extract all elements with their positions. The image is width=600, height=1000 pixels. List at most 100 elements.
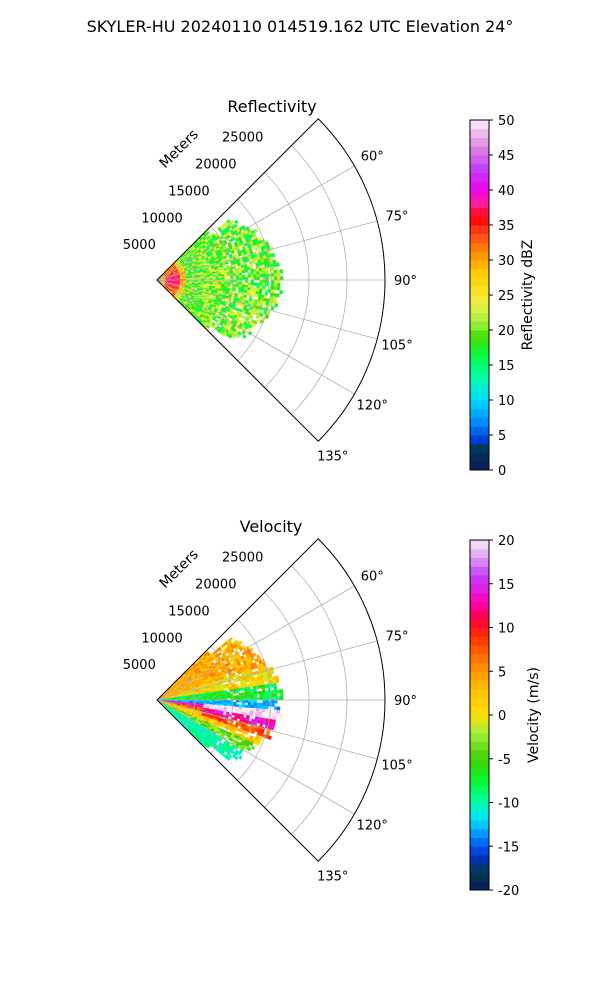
reflectivity-gate bbox=[277, 276, 281, 281]
reflectivity-gate bbox=[265, 282, 269, 287]
reflectivity-gate bbox=[233, 275, 237, 279]
velocity-colorbar-band bbox=[470, 758, 489, 768]
reflectivity-gate bbox=[262, 279, 266, 284]
velocity-panel: 60° 75° 90° 105° 120° 135° 5000 10000 15000 2000… bbox=[123, 517, 542, 899]
velocity-gate bbox=[253, 699, 258, 704]
velocity-colorbar-band bbox=[470, 540, 489, 550]
velocity-angle-tick-label: 135° bbox=[317, 870, 348, 885]
velocity-gate bbox=[256, 696, 260, 701]
velocity-gate bbox=[241, 692, 246, 696]
reflectivity-gate bbox=[270, 269, 275, 274]
velocity-gate bbox=[247, 702, 252, 706]
velocity-gate bbox=[224, 695, 228, 699]
reflectivity-gate bbox=[244, 289, 248, 293]
reflectivity-gate bbox=[274, 273, 278, 277]
reflectivity-gate bbox=[250, 268, 254, 273]
velocity-gate bbox=[278, 713, 283, 718]
velocity-gate bbox=[274, 693, 278, 697]
reflectivity-gate bbox=[250, 274, 255, 278]
velocity-gate bbox=[275, 679, 280, 684]
reflectivity-colorbar-band bbox=[470, 365, 489, 375]
velocity-radial-ticks: 5000 10000 15000 20000 25000 bbox=[123, 551, 264, 673]
reflectivity-gate bbox=[259, 270, 263, 275]
reflectivity-gate bbox=[247, 282, 252, 286]
velocity-angle-ticks: 60° 75° 90° 105° 120° 135° bbox=[317, 570, 417, 885]
velocity-gate bbox=[244, 704, 249, 708]
reflectivity-gate bbox=[215, 276, 219, 279]
reflectivity-colorbar-tick-label: 0 bbox=[498, 464, 506, 479]
velocity-gate bbox=[250, 745, 256, 751]
velocity-gate bbox=[235, 690, 240, 694]
velocity-angle-tick-label: 105° bbox=[381, 758, 412, 773]
velocity-gate bbox=[250, 697, 255, 701]
velocity-gate bbox=[277, 696, 281, 701]
reflectivity-gate bbox=[279, 269, 284, 274]
velocity-colorbar-tick-label: -15 bbox=[498, 840, 519, 855]
velocity-gate bbox=[241, 694, 246, 698]
velocity-gate bbox=[259, 690, 263, 695]
reflectivity-gate bbox=[259, 279, 263, 284]
velocity-gate bbox=[271, 693, 275, 697]
reflectivity-colorbar-band bbox=[470, 120, 489, 130]
velocity-angle-tick-label: 90° bbox=[394, 694, 417, 709]
reflectivity-colorbar-band bbox=[470, 198, 489, 208]
velocity-colorbar-band bbox=[470, 732, 489, 742]
reflectivity-gate bbox=[271, 283, 275, 287]
reflectivity-colorbar-band bbox=[470, 303, 489, 313]
velocity-colorbar-tick-label: -5 bbox=[498, 753, 511, 768]
velocity-gate bbox=[265, 696, 269, 701]
reflectivity-gate bbox=[235, 272, 240, 276]
velocity-gate bbox=[256, 705, 260, 709]
reflectivity-gate bbox=[235, 275, 240, 278]
velocity-colorbar-band bbox=[470, 846, 489, 856]
velocity-gate bbox=[232, 706, 237, 710]
reflectivity-title: Reflectivity bbox=[227, 97, 316, 116]
reflectivity-gate bbox=[235, 333, 241, 339]
reflectivity-gate bbox=[218, 276, 222, 279]
reflectivity-gate bbox=[221, 276, 225, 279]
velocity-colorbar-tick-label: -20 bbox=[498, 884, 519, 899]
reflectivity-radial-tick-label: 5000 bbox=[123, 238, 156, 253]
velocity-gate bbox=[247, 691, 252, 696]
reflectivity-gate bbox=[250, 285, 254, 289]
reflectivity-gate bbox=[262, 276, 266, 281]
reflectivity-colorbar-band bbox=[470, 277, 489, 287]
reflectivity-gate bbox=[264, 267, 269, 272]
reflectivity-panel: 60°75°90°105°120°135° 500010000150002000… bbox=[123, 97, 536, 479]
reflectivity-gate bbox=[247, 271, 252, 276]
reflectivity-gate bbox=[268, 302, 273, 307]
velocity-gate bbox=[265, 702, 269, 707]
reflectivity-gate bbox=[253, 228, 258, 234]
reflectivity-gate bbox=[261, 267, 266, 272]
reflectivity-gate bbox=[265, 276, 269, 281]
reflectivity-angle-tick-label: 90° bbox=[394, 274, 417, 289]
velocity-colorbar-band bbox=[470, 828, 489, 838]
reflectivity-gate bbox=[265, 279, 269, 284]
velocity-colorbar-tick-label: 5 bbox=[498, 665, 506, 680]
velocity-gate bbox=[265, 693, 269, 698]
reflectivity-angle-ticks: 60° 75° 90° 105° 120° 135° bbox=[317, 150, 417, 465]
velocity-colorbar-band bbox=[470, 557, 489, 567]
velocity-gate bbox=[270, 725, 275, 731]
velocity-gate bbox=[244, 689, 248, 693]
velocity-colorbar-tick-label: 0 bbox=[498, 709, 506, 724]
velocity-colorbar-band bbox=[470, 548, 489, 558]
velocity-gate bbox=[270, 669, 275, 675]
velocity-gate bbox=[274, 699, 278, 704]
velocity-gate bbox=[221, 696, 225, 699]
reflectivity-colorbar-band bbox=[470, 417, 489, 427]
reflectivity-gate bbox=[222, 264, 227, 268]
velocity-gate bbox=[259, 696, 263, 701]
reflectivity-colorbar-band bbox=[470, 330, 489, 340]
velocity-title: Velocity bbox=[240, 517, 303, 536]
reflectivity-sector-outline bbox=[156, 118, 386, 442]
reflectivity-gate bbox=[274, 279, 278, 284]
reflectivity-gate bbox=[238, 282, 243, 285]
reflectivity-gate bbox=[253, 276, 258, 281]
reflectivity-colorbar-band bbox=[470, 373, 489, 383]
reflectivity-colorbar-ticks: 0 5 10 15 20 25 30 35 40 45 50 bbox=[489, 114, 515, 479]
figure-title: SKYLER-HU 20240110 014519.162 UTC Elevat… bbox=[87, 17, 514, 36]
reflectivity-colorbar-band bbox=[470, 435, 489, 445]
velocity-colorbar-band bbox=[470, 671, 489, 681]
velocity-colorbar-band bbox=[470, 855, 489, 865]
